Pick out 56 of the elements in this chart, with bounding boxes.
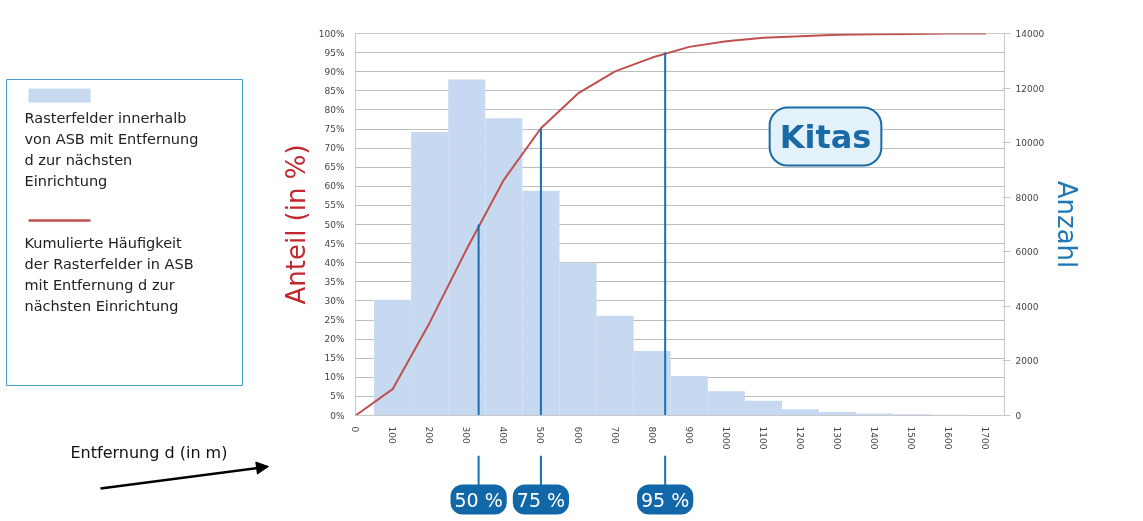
y-tick-label: 60% <box>324 181 345 192</box>
legend-label: Rasterfelder innerhalb von ASB mit Entfernung d zur nächsten Einrichtung <box>24 109 199 189</box>
y-tick-label: 25% <box>324 315 345 325</box>
y2-tick-label: 0 <box>1015 411 1022 421</box>
text: 50 % <box>454 488 503 511</box>
y2-tick-label: 14000 <box>1015 29 1045 39</box>
legend-label: Kumulierte Häufigkeit der Rasterfelder in ASB mit Entfernung d zur nächsten Einrichtung <box>24 234 194 314</box>
y-tick-label: 10% <box>324 372 345 383</box>
y-tick-label: 40% <box>324 257 345 268</box>
x-tick-label: 1100 <box>757 426 768 450</box>
x-tick-label: 100 <box>387 426 398 444</box>
y-axis-title: Anteil (in %) <box>280 144 311 305</box>
y-tick-label: 55% <box>324 200 345 211</box>
y-tick-label: 30% <box>324 295 345 306</box>
y-tick-label: 20% <box>324 334 345 345</box>
y2-tick-label: 10000 <box>1015 138 1045 149</box>
y2-tick-label: 4000 <box>1015 301 1039 312</box>
y-tick-label: 35% <box>324 276 345 287</box>
y-tick-label: 80% <box>324 104 345 115</box>
x-tick-label: 900 <box>683 426 694 444</box>
y-tick-label: 45% <box>324 238 345 249</box>
text: 75 % <box>516 488 566 511</box>
x-tick-label: 700 <box>609 426 620 444</box>
y-tick-label: 100% <box>318 28 345 39</box>
y-tick-label: 85% <box>324 85 345 96</box>
x-tick-label: 200 <box>424 426 435 444</box>
x-tick-label: 1000 <box>720 426 731 450</box>
x-tick-label: 1600 <box>943 426 954 450</box>
y-tick-label: 70% <box>324 143 345 154</box>
y-tick-label: 90% <box>324 66 345 77</box>
x-tick-label: 1400 <box>869 426 880 450</box>
y-tick-label: 0% <box>330 410 345 421</box>
y2-tick-label: 2000 <box>1015 356 1039 367</box>
x-tick-label: 1200 <box>795 426 806 450</box>
x-tick-label: 800 <box>646 426 657 444</box>
x-tick-label: 1700 <box>980 426 991 450</box>
x-tick-label: 300 <box>461 426 472 444</box>
y-tick-label: 75% <box>324 124 345 134</box>
x-tick-label: 1500 <box>906 426 917 450</box>
y2-tick-label: 6000 <box>1015 247 1039 258</box>
annotation: Kitas <box>779 117 872 156</box>
y-tick-label: 15% <box>324 353 345 364</box>
x-tick-label: 400 <box>498 426 509 444</box>
text: 95 % <box>641 488 690 511</box>
y-tick-label: 5% <box>330 391 345 402</box>
text: Entfernung d (in m) <box>70 443 228 462</box>
y2-axis-title: Anzahl <box>1052 180 1083 269</box>
x-tick-label: 1300 <box>832 426 843 450</box>
y2-tick-label: 8000 <box>1015 192 1039 203</box>
y2-tick-label: 12000 <box>1015 83 1045 94</box>
x-tick-label: 500 <box>535 426 546 444</box>
x-tick-label: 0 <box>350 426 360 433</box>
x-tick-label: 600 <box>572 426 583 444</box>
y-tick-label: 65% <box>324 162 345 173</box>
y-tick-label: 50% <box>324 219 345 230</box>
y-tick-label: 95% <box>324 47 345 58</box>
